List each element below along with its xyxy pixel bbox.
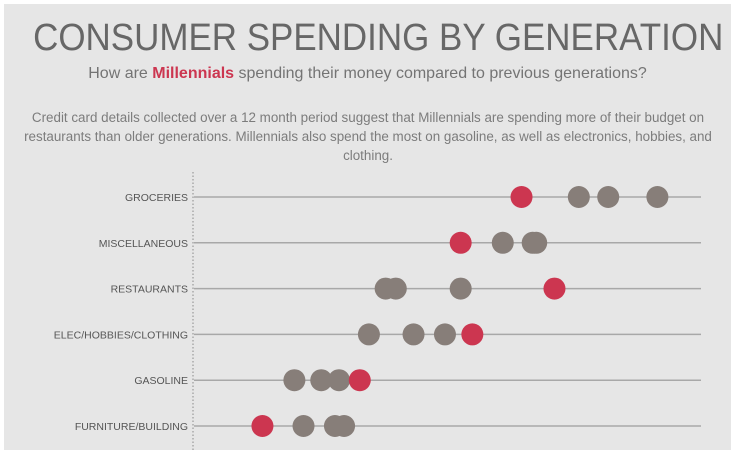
generation-dot [525, 231, 548, 254]
generation-dot [491, 231, 514, 254]
generation-dot [449, 277, 472, 300]
subtitle-after: spending their money compared to previou… [234, 65, 647, 82]
generation-dot [292, 415, 315, 437]
generation-dot [310, 369, 333, 392]
data-points [251, 186, 669, 437]
category-label: GASOLINE [134, 375, 188, 387]
subtitle-before: How are [88, 65, 153, 82]
gridlines [194, 196, 701, 427]
generation-dot [333, 415, 356, 437]
generation-dot [402, 323, 425, 346]
infographic-card: CONSUMER SPENDING BY GENERATION How are … [4, 4, 731, 450]
category-labels: GROCERIES MISCELLANEOUS RESTAURANTS ELEC/HO… [54, 192, 188, 433]
category-label: RESTAURANTS [111, 284, 188, 296]
subtitle: How are Millennials spending their money… [4, 65, 731, 83]
generation-dot [567, 186, 590, 208]
category-label: ELEC/HOBBIES/CLOTHING [54, 329, 188, 341]
category-label: GROCERIES [125, 192, 188, 204]
category-label: FURNITURE/BUILDING [75, 421, 188, 433]
category-label: MISCELLANEOUS [99, 238, 188, 250]
subtitle-highlight: Millennials [152, 65, 235, 82]
generation-dot [357, 323, 380, 346]
millennials-dot [510, 186, 533, 208]
generation-dot [283, 369, 306, 392]
millennials-dot [348, 369, 371, 392]
millennials-dot [543, 277, 566, 300]
generation-dot [646, 186, 669, 208]
millennials-dot [461, 323, 484, 346]
generation-dot [433, 323, 456, 346]
millennials-dot [251, 415, 274, 437]
generation-dot [328, 369, 351, 392]
dot-plot: GROCERIES MISCELLANEOUS RESTAURANTS ELEC/HO… [54, 172, 701, 450]
page-title: CONSUMER SPENDING BY GENERATION [33, 17, 724, 59]
generation-dot [384, 277, 407, 300]
millennials-dot [449, 231, 472, 254]
generation-dot [597, 186, 620, 208]
description: Credit card details collected over a 12 … [24, 110, 712, 163]
